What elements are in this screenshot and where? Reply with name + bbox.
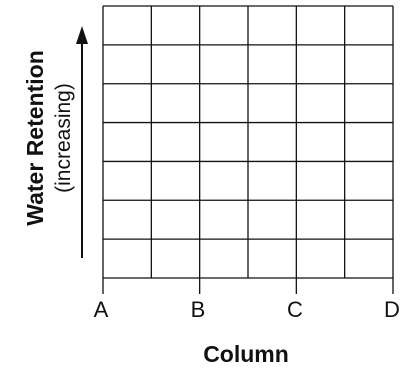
increasing-arrow (76, 26, 88, 258)
y-axis-subtitle: (increasing) (52, 83, 75, 193)
arrow-up-icon (76, 26, 88, 44)
x-label-c: C (287, 297, 303, 322)
graph-grid (102, 5, 394, 294)
x-label-a: A (94, 297, 109, 322)
y-axis-title: Water Retention (22, 50, 48, 226)
x-label-d: D (384, 297, 400, 322)
y-axis-title-group: Water Retention (increasing) (22, 50, 75, 226)
x-label-b: B (191, 297, 206, 322)
x-axis-title: Column (203, 341, 289, 367)
column-axis-labels: A B C D (94, 297, 400, 322)
